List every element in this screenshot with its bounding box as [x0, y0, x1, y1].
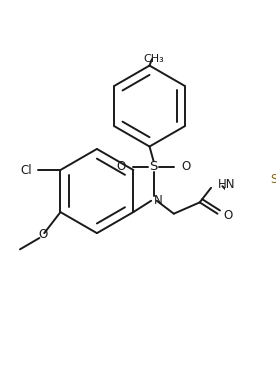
Text: O: O [117, 160, 126, 173]
Text: S: S [149, 160, 158, 173]
Text: CH₃: CH₃ [143, 54, 164, 64]
Text: N: N [153, 194, 162, 207]
Text: S: S [270, 173, 276, 186]
Text: O: O [181, 160, 190, 173]
Text: Cl: Cl [20, 163, 32, 176]
Text: O: O [38, 228, 47, 241]
Text: HN: HN [217, 178, 235, 191]
Text: O: O [223, 209, 232, 222]
